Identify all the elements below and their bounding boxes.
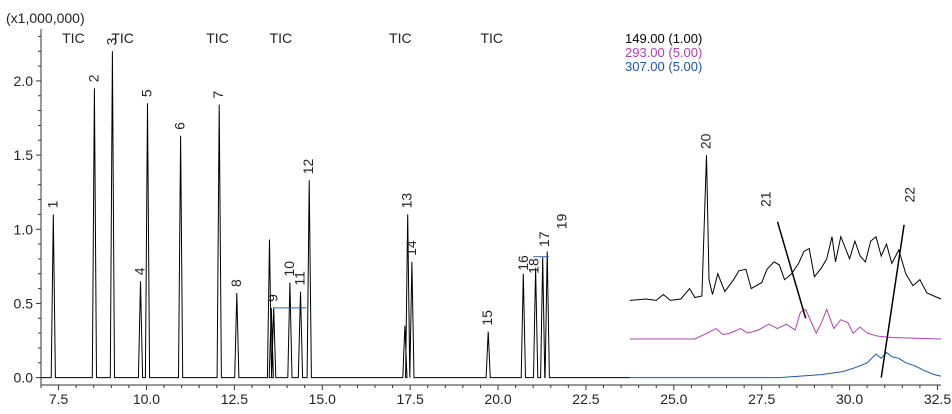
peak-label: 2 — [85, 74, 101, 82]
peak-21-leader — [776, 221, 807, 319]
legend-entry: 307.00 (5.00) — [625, 59, 702, 74]
x-tick-label: 15.0 — [309, 391, 336, 407]
peak-label: 14 — [403, 240, 419, 256]
peak-label: 7 — [210, 91, 226, 99]
y-multiplier-label: (x1,000,000) — [6, 10, 85, 26]
peak-label: 8 — [228, 279, 244, 287]
legend: 149.00 (1.00)293.00 (5.00)307.00 (5.00) — [625, 31, 702, 74]
peak-label: 5 — [138, 89, 154, 97]
ion-trace-293.00 — [629, 307, 942, 340]
x-tick-label: 25.0 — [660, 391, 687, 407]
ion-trace-149.00 — [629, 155, 942, 301]
axes: 0.00.51.01.52.07.5 10.0 12.5 15.0 17.5 20.0 22… — [14, 29, 951, 407]
peak-label: 6 — [172, 122, 188, 130]
x-tick-label: 32.5 — [924, 391, 951, 407]
peak-label: 9 — [265, 294, 281, 302]
y-tick-label: 0.0 — [14, 370, 34, 386]
peak-label: 21 — [758, 191, 774, 207]
peak-label: 10 — [281, 261, 297, 277]
peak-label: 17 — [536, 231, 552, 247]
tic-trace — [41, 51, 630, 379]
peak-label: 19 — [554, 213, 570, 229]
y-tick-label: 1.0 — [14, 221, 34, 237]
y-tick-label: 0.5 — [14, 295, 34, 311]
peak-label: 13 — [399, 193, 415, 209]
x-tick-label: 27.5 — [748, 391, 775, 407]
x-tick-label: 10.0 — [133, 391, 160, 407]
peak-22-leader — [880, 224, 905, 378]
peak-label: 22 — [902, 187, 918, 203]
peak-label: 18 — [525, 258, 541, 274]
peak-label: 12 — [300, 158, 316, 174]
x-tick-label: 12.5 — [221, 391, 248, 407]
x-tick-label: 7.5 — [49, 391, 69, 407]
segment-label: TIC — [62, 30, 85, 46]
segment-label: TIC — [389, 30, 412, 46]
peak-label: 3 — [103, 37, 119, 45]
peak-label: 11 — [291, 271, 307, 286]
x-tick-label: 30.0 — [836, 391, 863, 407]
segment-label: TIC — [270, 30, 293, 46]
legend-entry: 149.00 (1.00) — [625, 31, 702, 46]
segment-label: TIC — [111, 30, 134, 46]
y-tick-label: 2.0 — [14, 73, 34, 89]
segment-label: TIC — [206, 30, 229, 46]
x-tick-label: 20.0 — [484, 391, 511, 407]
segment-label: TIC — [480, 30, 503, 46]
peak-label: 4 — [131, 267, 147, 275]
peak-label: 20 — [697, 133, 713, 149]
x-tick-label: 17.5 — [397, 391, 424, 407]
peak-label: 15 — [479, 310, 495, 326]
y-tick-label: 1.5 — [14, 147, 34, 163]
peak-label: 1 — [44, 200, 60, 208]
legend-entry: 293.00 (5.00) — [625, 45, 702, 60]
x-tick-label: 22.5 — [572, 391, 599, 407]
peak-label: 16 — [515, 255, 531, 271]
ion-trace-307.00 — [629, 351, 942, 379]
segment-labels: TIC TIC TIC TIC TIC TIC — [62, 30, 503, 46]
